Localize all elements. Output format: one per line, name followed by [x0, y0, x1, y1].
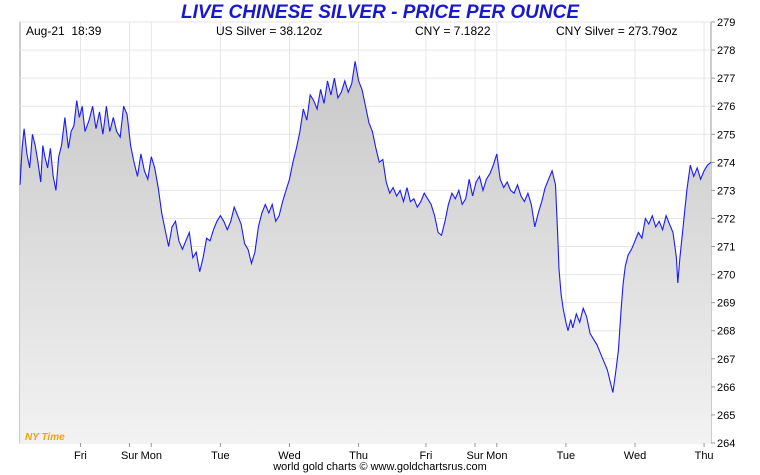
y-tick-label: 275	[717, 129, 735, 141]
x-tick-label: Mon	[141, 450, 162, 462]
x-tick-label: Sur	[466, 450, 483, 462]
x-axis: Fri Sur Mon Tue Wed Thu Fri Sur Mon Tue Wed Thu	[74, 443, 714, 462]
timezone-label: NY Time	[25, 432, 65, 443]
x-tick-label: Fri	[74, 450, 87, 462]
y-tick-label: 266	[717, 382, 735, 394]
x-tick-label: Fri	[420, 450, 433, 462]
price-area-fill	[20, 61, 711, 444]
y-tick-label: 271	[717, 242, 735, 254]
cny-rate-label: CNY = 7.1822	[415, 24, 491, 38]
x-tick-label: Wed	[278, 450, 300, 462]
y-tick-label: 277	[717, 73, 735, 85]
x-tick-label: Tue	[211, 450, 230, 462]
y-tick-label: 273	[717, 185, 735, 197]
y-tick-label: 272	[717, 213, 735, 225]
y-tick-label: 276	[717, 101, 735, 113]
y-tick-label: 278	[717, 45, 735, 57]
y-tick-label: 265	[717, 410, 735, 422]
footer-credit: world gold charts © www.goldchartsrus.co…	[273, 461, 487, 473]
cny-silver-label: CNY Silver = 273.79oz	[556, 24, 678, 38]
y-axis: 264 265 266 267 268 269 270 271 272 273 274 275 276 2…	[711, 17, 735, 450]
y-tick-label: 268	[717, 326, 735, 338]
y-tick-label: 279	[717, 17, 735, 29]
y-tick-label: 264	[717, 438, 735, 450]
x-tick-label: Tue	[557, 450, 576, 462]
y-tick-label: 269	[717, 298, 735, 310]
x-tick-label: Thu	[349, 450, 368, 462]
price-line	[19, 61, 712, 393]
chart-title: LIVE CHINESE SILVER - PRICE PER OUNCE	[180, 2, 580, 23]
y-tick-label: 274	[717, 157, 735, 169]
us-silver-label: US Silver = 38.12oz	[216, 24, 322, 38]
x-tick-label: Sur	[121, 450, 138, 462]
x-tick-label: Mon	[486, 450, 507, 462]
timestamp-label: Aug-21 18:39	[26, 24, 102, 38]
y-tick-label: 267	[717, 354, 735, 366]
y-tick-label: 270	[717, 270, 735, 282]
x-tick-label: Wed	[624, 450, 646, 462]
x-tick-label: Thu	[695, 450, 714, 462]
